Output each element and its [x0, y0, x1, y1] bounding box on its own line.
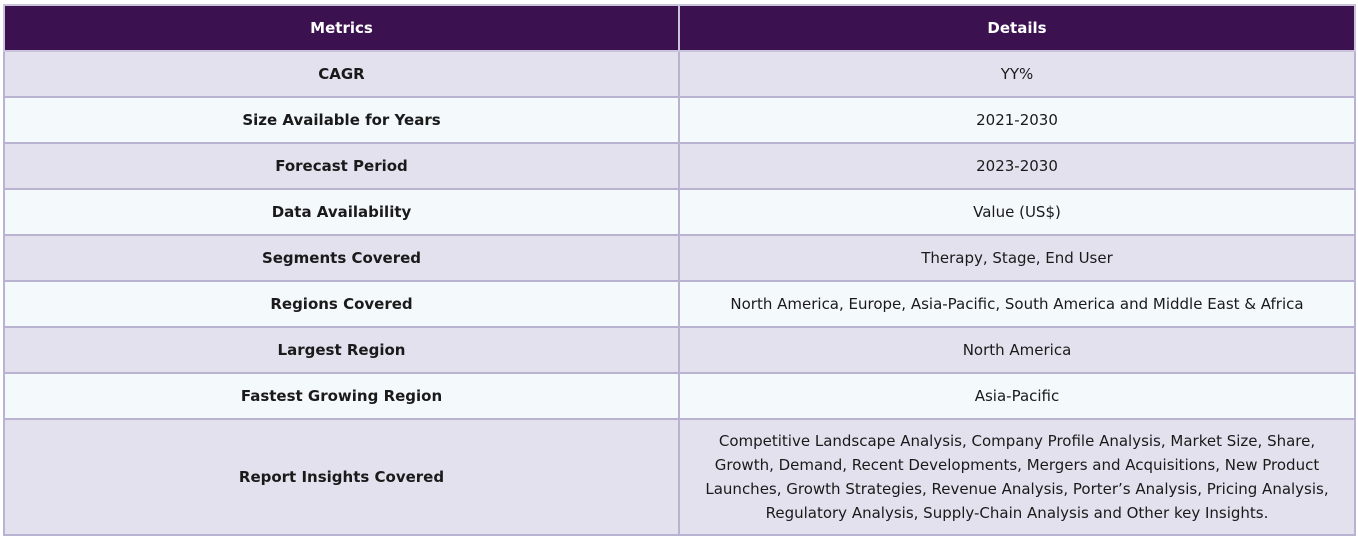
table-row-report-insights: Report Insights Covered Competitive Land… [3, 418, 1356, 536]
details-cell: North America [678, 326, 1356, 374]
table-row-largest-region: Largest Region North America [3, 326, 1356, 374]
details-cell: 2023-2030 [678, 142, 1356, 190]
metric-cell: Report Insights Covered [3, 418, 680, 536]
header-metrics: Metrics [3, 4, 680, 52]
table-row-regions-covered: Regions Covered North America, Europe, A… [3, 280, 1356, 328]
table-row-segments-covered: Segments Covered Therapy, Stage, End Use… [3, 234, 1356, 282]
details-cell: Therapy, Stage, End User [678, 234, 1356, 282]
details-cell: YY% [678, 50, 1356, 98]
metric-cell: Forecast Period [3, 142, 680, 190]
metric-cell: Segments Covered [3, 234, 680, 282]
details-cell: Value (US$) [678, 188, 1356, 236]
details-cell: North America, Europe, Asia-Pacific, Sou… [678, 280, 1356, 328]
table-row-fastest-growing-region: Fastest Growing Region Asia-Pacific [3, 372, 1356, 420]
metric-cell: Data Availability [3, 188, 680, 236]
table-header-row: Metrics Details [3, 4, 1356, 52]
table-row-data-availability: Data Availability Value (US$) [3, 188, 1356, 236]
table-row-size-available: Size Available for Years 2021-2030 [3, 96, 1356, 144]
details-cell: Asia-Pacific [678, 372, 1356, 420]
metric-cell: Fastest Growing Region [3, 372, 680, 420]
metric-cell: Largest Region [3, 326, 680, 374]
report-metrics-table-container: Metrics Details CAGR YY% Size Available … [3, 4, 1356, 536]
table-row-forecast-period: Forecast Period 2023-2030 [3, 142, 1356, 190]
header-details: Details [678, 4, 1356, 52]
metric-cell: Size Available for Years [3, 96, 680, 144]
details-cell: 2021-2030 [678, 96, 1356, 144]
table-row-cagr: CAGR YY% [3, 50, 1356, 98]
report-metrics-table: Metrics Details CAGR YY% Size Available … [3, 4, 1356, 536]
metric-cell: Regions Covered [3, 280, 680, 328]
metric-cell: CAGR [3, 50, 680, 98]
details-cell: Competitive Landscape Analysis, Company … [678, 418, 1356, 536]
